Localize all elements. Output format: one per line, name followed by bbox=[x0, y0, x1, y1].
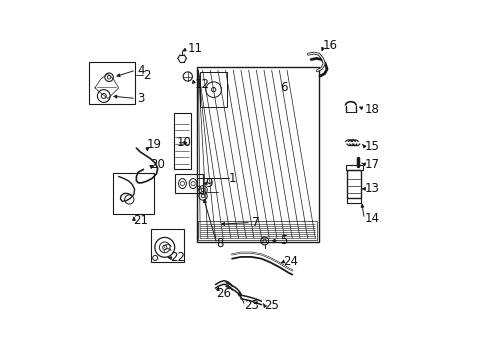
Text: 2: 2 bbox=[143, 69, 151, 82]
Bar bbox=[175, 174, 203, 193]
Text: 22: 22 bbox=[170, 252, 184, 265]
Text: 15: 15 bbox=[364, 140, 379, 153]
Bar bbox=[196, 67, 318, 242]
Text: 14: 14 bbox=[364, 212, 379, 225]
Text: 13: 13 bbox=[364, 183, 379, 195]
Bar bbox=[346, 170, 361, 198]
Text: 18: 18 bbox=[364, 103, 379, 116]
Bar bbox=[346, 166, 362, 170]
Text: 16: 16 bbox=[322, 39, 337, 52]
Bar bbox=[88, 62, 134, 104]
Text: 25: 25 bbox=[264, 299, 278, 312]
Text: 3: 3 bbox=[137, 92, 144, 105]
Text: 5: 5 bbox=[279, 234, 287, 247]
Text: 20: 20 bbox=[150, 158, 165, 171]
Text: 23: 23 bbox=[244, 299, 259, 312]
Bar bbox=[113, 173, 154, 214]
Bar bbox=[173, 113, 190, 169]
Text: 11: 11 bbox=[187, 42, 203, 55]
Text: 17: 17 bbox=[364, 158, 379, 171]
Text: 7: 7 bbox=[251, 216, 259, 229]
Text: 24: 24 bbox=[283, 255, 298, 268]
Text: 26: 26 bbox=[216, 287, 231, 300]
Text: 12: 12 bbox=[195, 78, 209, 91]
Text: 6: 6 bbox=[279, 81, 287, 94]
Text: 10: 10 bbox=[177, 136, 192, 149]
Text: 19: 19 bbox=[147, 138, 162, 151]
Bar bbox=[200, 72, 226, 107]
Text: 21: 21 bbox=[133, 214, 147, 227]
Text: 8: 8 bbox=[216, 237, 223, 250]
Text: 4: 4 bbox=[137, 64, 144, 77]
Text: 1: 1 bbox=[228, 172, 236, 185]
Bar bbox=[198, 221, 317, 240]
Bar bbox=[150, 229, 184, 262]
Text: 9: 9 bbox=[205, 177, 213, 190]
